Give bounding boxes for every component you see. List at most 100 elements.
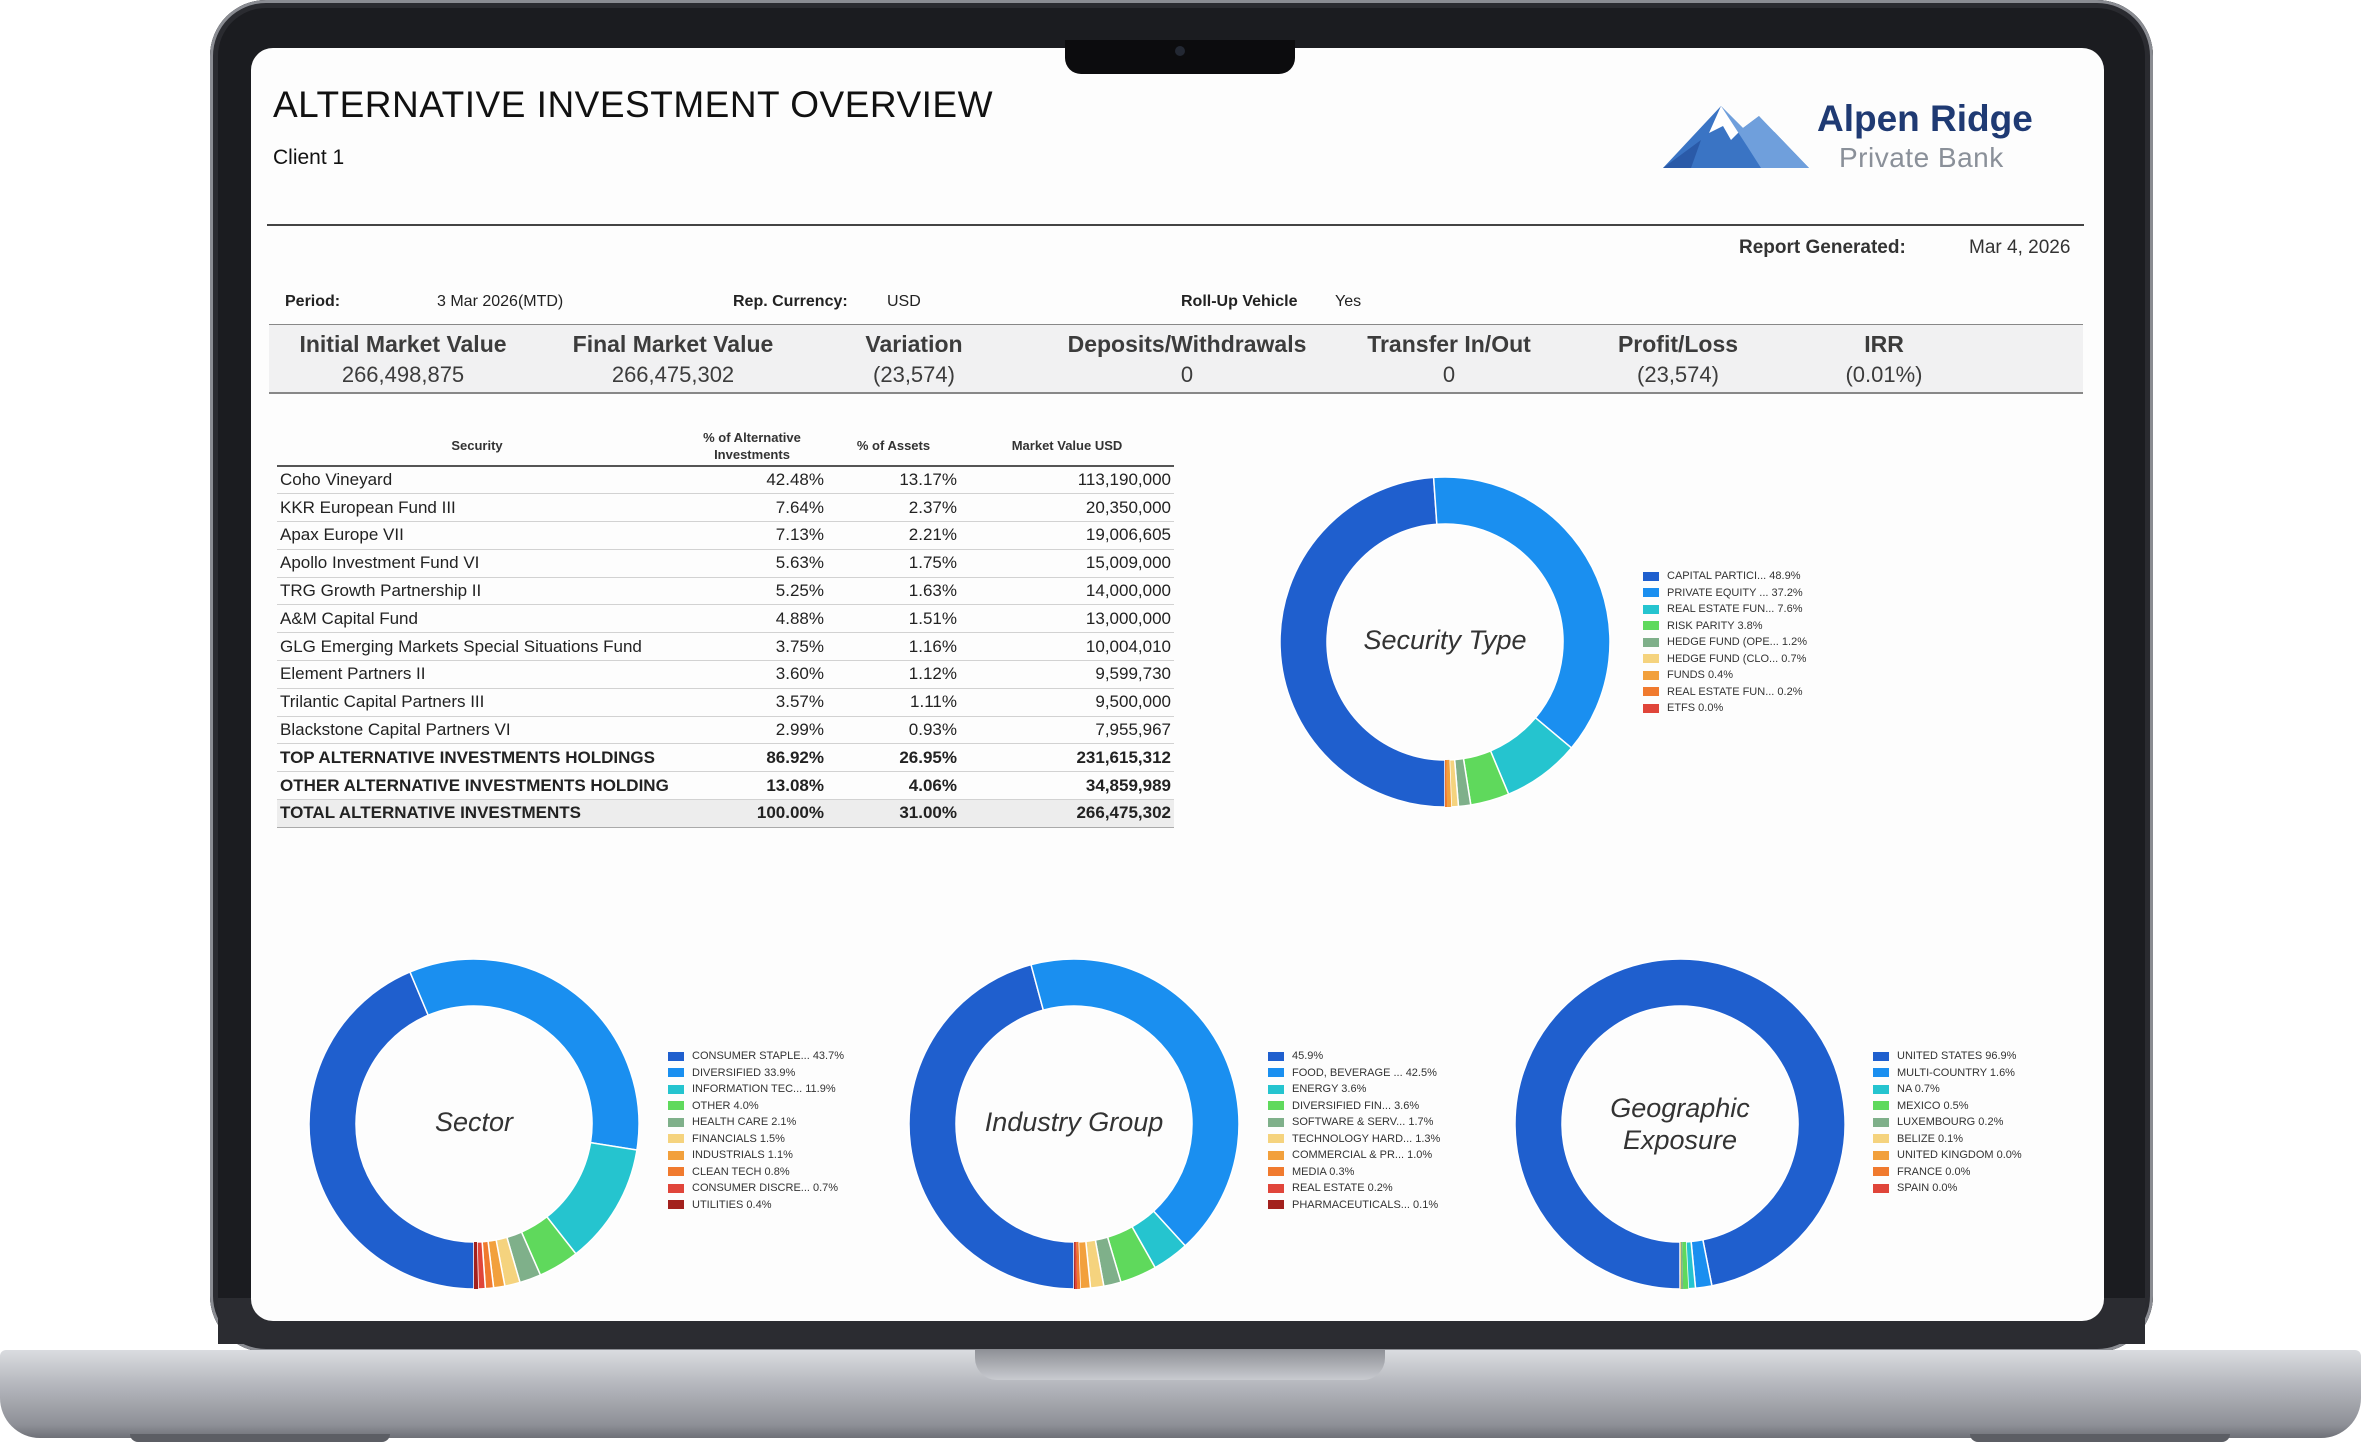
summary-profit-loss: Profit/Loss (23,574) <box>1617 331 1739 387</box>
security-cell: OTHER ALTERNATIVE INVESTMENTS HOLDING <box>277 771 677 801</box>
market-value-cell: 34,859,989 <box>960 771 1174 801</box>
legend-label: FINANCIALS 1.5% <box>692 1132 785 1145</box>
legend-label: UNITED STATES 96.9% <box>1897 1050 2017 1063</box>
legend-item: DIVERSIFIED 33.9% <box>668 1065 844 1082</box>
market-value-cell: 9,500,000 <box>960 688 1174 717</box>
legend-label: DIVERSIFIED FIN... 3.6% <box>1292 1099 1420 1112</box>
security-cell: TOP ALTERNATIVE INVESTMENTS HOLDINGS <box>277 743 677 773</box>
market-value-cell: 231,615,312 <box>960 743 1174 773</box>
legend-swatch <box>1643 588 1659 598</box>
legend-item: CONSUMER DISCRE... 0.7% <box>668 1180 844 1197</box>
legend-swatch <box>1643 703 1659 713</box>
legend-label: 45.9% <box>1292 1050 1324 1063</box>
col-header-pct-assets: % of Assets <box>827 426 960 467</box>
legend-label: REAL ESTATE FUN... 7.6% <box>1667 603 1803 616</box>
legend-item: PRIVATE EQUITY ... 37.2% <box>1643 585 1807 602</box>
legend-swatch <box>668 1101 684 1111</box>
donut-slice <box>1279 476 1446 808</box>
pct-alternative-cell: 86.92% <box>677 743 827 773</box>
donut-slice <box>1448 758 1460 808</box>
legend-swatch <box>1873 1167 1889 1177</box>
legend-label: NA 0.7% <box>1897 1083 1940 1096</box>
legend-item: DIVERSIFIED FIN... 3.6% <box>1268 1098 1440 1115</box>
pct-alternative-cell: 3.60% <box>677 660 827 689</box>
legend-swatch <box>668 1150 684 1160</box>
laptop-opening-notch <box>975 1350 1385 1380</box>
geographic-exposure-chart-title: Geographic Exposure <box>1610 1093 1750 1155</box>
legend-item: NA 0.7% <box>1873 1081 2022 1098</box>
market-value-cell: 14,000,000 <box>960 577 1174 606</box>
geographic-exposure-donut <box>1514 958 1846 1290</box>
donut-slice <box>1446 759 1452 807</box>
mountain-logo-icon <box>1663 106 1809 168</box>
legend-swatch <box>1873 1084 1889 1094</box>
legend-label: MEXICO 0.5% <box>1897 1099 1969 1112</box>
industry-group-donut <box>908 958 1240 1290</box>
pct-alternative-cell: 5.25% <box>677 577 827 606</box>
donut-slice <box>308 970 475 1290</box>
legend-item: HEALTH CARE 2.1% <box>668 1114 844 1131</box>
pct-alternative-cell: 7.13% <box>677 521 827 550</box>
legend-swatch <box>1643 604 1659 614</box>
pct-assets-cell: 2.21% <box>827 521 960 550</box>
legend-label: CONSUMER DISCRE... 0.7% <box>692 1182 839 1195</box>
legend-item: OTHER 4.0% <box>668 1098 844 1115</box>
legend-item: SOFTWARE & SERV... 1.7% <box>1268 1114 1440 1131</box>
pct-assets-cell: 1.63% <box>827 577 960 606</box>
legend-label: CAPITAL PARTICI... 48.9% <box>1667 570 1801 583</box>
legend-swatch <box>1268 1183 1284 1193</box>
legend-label: MULTI-COUNTRY 1.6% <box>1897 1066 2015 1079</box>
industry-group-legend: 45.9% FOOD, BEVERAGE ... 42.5% ENERGY 3.6%… <box>1268 1048 1440 1213</box>
report-generated-value: Mar 4, 2026 <box>1969 237 2071 258</box>
report-screen: ALTERNATIVE INVESTMENT OVERVIEW Client 1… <box>251 48 2104 1321</box>
legend-item: REAL ESTATE FUN... 7.6% <box>1643 601 1807 618</box>
legend-item: UNITED KINGDOM 0.0% <box>1873 1147 2022 1164</box>
pct-assets-cell: 2.37% <box>827 493 960 523</box>
legend-label: FOOD, BEVERAGE ... 42.5% <box>1292 1066 1437 1079</box>
laptop-foot-left <box>130 1434 390 1442</box>
legend-item: PHARMACEUTICALS... 0.1% <box>1268 1197 1440 1214</box>
legend-item: CLEAN TECH 0.8% <box>668 1164 844 1181</box>
legend-item: RISK PARITY 3.8% <box>1643 618 1807 635</box>
legend-swatch <box>1873 1183 1889 1193</box>
legend-label: BELIZE 0.1% <box>1897 1132 1964 1145</box>
pct-alternative-cell: 2.99% <box>677 716 827 745</box>
pct-alternative-cell: 7.64% <box>677 493 827 523</box>
donut-slice <box>1685 1240 1697 1290</box>
donut-slice <box>1680 1241 1684 1289</box>
pct-assets-cell: 1.16% <box>827 632 960 662</box>
legend-item: MEXICO 0.5% <box>1873 1098 2022 1115</box>
donut-slice <box>1682 1241 1689 1289</box>
legend-item: FRANCE 0.0% <box>1873 1164 2022 1181</box>
legend-swatch <box>668 1134 684 1144</box>
donut-slice <box>1445 759 1448 807</box>
report-generated-label: Report Generated: <box>1739 237 1906 258</box>
bank-logo: Alpen Ridge Private Bank <box>1661 88 2061 188</box>
legend-label: LUXEMBOURG 0.2% <box>1897 1116 2004 1129</box>
market-value-cell: 19,006,605 <box>960 521 1174 550</box>
market-value-cell: 13,000,000 <box>960 604 1174 634</box>
pct-alternative-cell: 4.88% <box>677 604 827 634</box>
legend-label: MEDIA 0.3% <box>1292 1165 1355 1178</box>
header-divider <box>267 224 2084 226</box>
security-type-chart-title: Security Type <box>1363 625 1527 655</box>
pct-assets-cell: 26.95% <box>827 743 960 773</box>
summary-transfer-in-out: Transfer In/Out 0 <box>1367 331 1531 387</box>
legend-item: FOOD, BEVERAGE ... 42.5% <box>1268 1065 1440 1082</box>
legend-swatch <box>1268 1200 1284 1210</box>
summary-bar: Initial Market Value 266,498,875 Final M… <box>269 324 2083 394</box>
legend-item: HEDGE FUND (CLO... 0.7% <box>1643 651 1807 668</box>
legend-swatch <box>668 1084 684 1094</box>
pct-assets-cell: 1.75% <box>827 549 960 578</box>
pct-alternative-cell: 42.48% <box>677 466 827 495</box>
legend-swatch <box>1268 1068 1284 1078</box>
market-value-cell: 7,955,967 <box>960 716 1174 745</box>
rollup-label: Roll-Up Vehicle <box>1181 293 1298 310</box>
legend-swatch <box>1873 1150 1889 1160</box>
legend-item: HEDGE FUND (OPE... 1.2% <box>1643 634 1807 651</box>
market-value-cell: 113,190,000 <box>960 466 1174 495</box>
security-cell: A&M Capital Fund <box>277 604 677 634</box>
summary-initial-market-value: Initial Market Value 266,498,875 <box>299 331 507 387</box>
legend-label: ENERGY 3.6% <box>1292 1083 1367 1096</box>
